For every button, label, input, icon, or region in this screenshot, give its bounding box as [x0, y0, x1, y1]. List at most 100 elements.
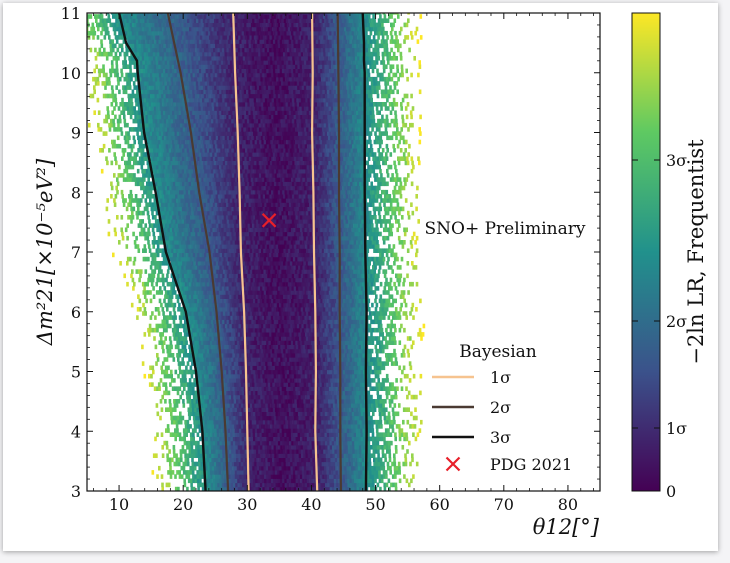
heatmap-cell [359, 311, 363, 316]
heatmap-cell [306, 311, 309, 316]
heatmap-cell [319, 424, 323, 429]
heatmap-cell [274, 302, 278, 308]
heatmap-cell [373, 474, 377, 479]
heatmap-cell [287, 449, 290, 454]
heatmap-cell [218, 323, 221, 329]
heatmap-cell [398, 327, 402, 333]
heatmap-cell [402, 407, 406, 412]
heatmap-cell [214, 340, 218, 345]
heatmap-cell [322, 357, 326, 362]
heatmap-cell [166, 424, 170, 429]
heatmap-cell [378, 470, 381, 475]
heatmap-cell [355, 457, 358, 463]
heatmap-cell [144, 311, 147, 316]
heatmap-cell [198, 428, 202, 433]
heatmap-cell [288, 386, 292, 391]
heatmap-cell [231, 449, 234, 454]
heatmap-cell [348, 302, 352, 308]
heatmap-cell [228, 286, 232, 291]
heatmap-cell [299, 403, 302, 408]
heatmap-cell [251, 415, 254, 421]
heatmap-cell [344, 474, 348, 479]
heatmap-cell [296, 373, 299, 379]
heatmap-cell [251, 373, 254, 379]
heatmap-cell [189, 311, 192, 316]
heatmap-cell [376, 315, 379, 320]
heatmap-cell [319, 386, 323, 391]
heatmap-cell [241, 474, 245, 479]
heatmap-cell [278, 361, 282, 366]
heatmap-cell [420, 336, 423, 341]
heatmap-cell [177, 323, 181, 329]
heatmap-cell [254, 470, 258, 475]
heatmap-cell [368, 461, 372, 467]
heatmap-cell [290, 474, 294, 479]
heatmap-cell [340, 357, 344, 362]
heatmap-cell [293, 445, 297, 450]
heatmap-cell [215, 457, 219, 463]
heatmap-cell [208, 373, 212, 379]
heatmap-cell [295, 436, 299, 442]
heatmap-cell [196, 340, 200, 345]
heatmap-cell [166, 294, 169, 299]
heatmap-cell [203, 277, 206, 283]
heatmap-cell [379, 361, 383, 366]
heatmap-cell [197, 378, 201, 383]
heatmap-cell [170, 411, 173, 417]
heatmap-cell [318, 298, 321, 304]
heatmap-cell [311, 340, 314, 345]
heatmap-cell [259, 428, 262, 433]
heatmap-cell [353, 365, 357, 371]
heatmap-cell [379, 344, 382, 350]
heatmap-cell [317, 407, 321, 412]
heatmap-cell [184, 449, 187, 454]
heatmap-cell [215, 373, 218, 379]
heatmap-cell [153, 336, 156, 341]
heatmap-cell [187, 424, 190, 429]
heatmap-cell [336, 449, 340, 454]
heatmap-cell [374, 315, 377, 320]
heatmap-cell [205, 478, 209, 484]
heatmap-cell [324, 302, 327, 308]
heatmap-cell [206, 457, 210, 463]
heatmap-cell [290, 424, 293, 429]
heatmap-cell [384, 378, 387, 383]
heatmap-cell [144, 290, 148, 295]
heatmap-cell [345, 344, 348, 350]
heatmap-cell [308, 340, 312, 345]
heatmap-cell [422, 323, 426, 329]
heatmap-cell [294, 424, 298, 429]
heatmap-cell [286, 478, 290, 484]
heatmap-cell [275, 357, 279, 362]
heatmap-cell [281, 336, 284, 341]
heatmap-cell [212, 440, 216, 446]
heatmap-cell [267, 294, 270, 299]
heatmap-cell [345, 449, 349, 454]
heatmap-cell [275, 340, 278, 345]
heatmap-cell [224, 344, 227, 350]
heatmap-cell [302, 445, 306, 450]
heatmap-cell [299, 474, 303, 479]
heatmap-cell [291, 486, 295, 491]
heatmap-cell [224, 399, 228, 404]
heatmap-cell [206, 399, 210, 404]
heatmap-cell [171, 407, 175, 412]
heatmap-cell [304, 390, 308, 396]
heatmap-cell [415, 461, 419, 467]
heatmap-cell [382, 382, 385, 387]
heatmap-cell [228, 277, 231, 283]
heatmap-cell [303, 399, 306, 404]
heatmap-cell [228, 474, 231, 479]
heatmap-cell [291, 445, 295, 450]
heatmap-cell [328, 302, 331, 308]
heatmap-cell [187, 470, 190, 475]
heatmap-cell [265, 281, 268, 287]
heatmap-cell [200, 311, 204, 316]
heatmap-cell [236, 399, 239, 404]
heatmap-cell [285, 302, 289, 308]
heatmap-cell [341, 449, 344, 454]
heatmap-cell [331, 290, 334, 295]
heatmap-cell [217, 482, 220, 488]
heatmap-cell [179, 286, 182, 291]
heatmap-cell [329, 478, 332, 484]
